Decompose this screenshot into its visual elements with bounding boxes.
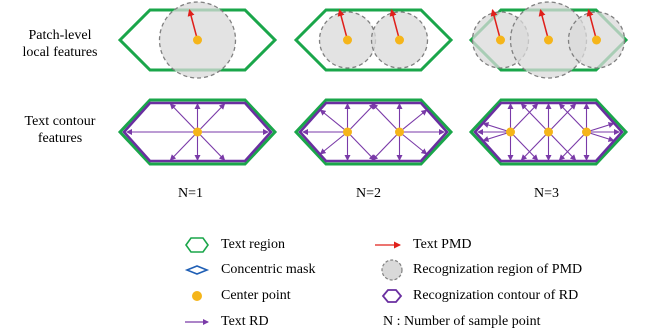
pmd-arrow <box>337 9 349 41</box>
rd-recognition-contour <box>298 101 449 163</box>
center-point <box>193 127 202 137</box>
row-label-patch: Patch-level local features <box>0 27 120 61</box>
rd-arrow <box>510 103 539 133</box>
legend-label-text-rd: Text RD <box>221 314 269 329</box>
legend-label-text-pmd: Text PMD <box>413 237 472 252</box>
text-region-icon <box>185 237 209 253</box>
legend-label-pmd-region: Recognization region of PMD <box>413 262 583 277</box>
rd-arrow <box>371 103 400 133</box>
row-label-contour-line2: features <box>37 131 83 146</box>
concentric-mask-icon <box>184 265 210 275</box>
rd-arrow <box>197 131 226 161</box>
panel-3 <box>468 1 629 166</box>
rd-arrow <box>169 103 198 133</box>
legend-label-concentric-mask: Concentric mask <box>221 262 316 277</box>
column-label-n2: N=2 <box>356 186 382 201</box>
rd-arrow <box>558 131 587 161</box>
row-label-contour-line1: Text contour <box>24 114 96 129</box>
panel-1 <box>117 1 278 166</box>
rd-arrow <box>347 131 376 161</box>
center-point <box>544 127 553 137</box>
row-label-contour: Text contour features <box>0 113 120 147</box>
center-point <box>506 127 515 137</box>
rd-arrow <box>586 131 615 142</box>
rd-contour-icon <box>381 289 403 303</box>
rd-arrow <box>347 103 376 133</box>
rd-arrow <box>399 131 428 155</box>
column-label-n1: N=1 <box>178 186 204 201</box>
pmd-region-icon <box>381 259 403 281</box>
text-region-hexagon <box>293 8 454 72</box>
center-point <box>395 35 404 45</box>
text-region-hexagon <box>468 8 629 72</box>
panel-2 <box>293 8 454 166</box>
diagram-panels <box>117 1 629 166</box>
pmd-arrow <box>538 9 550 41</box>
center-point <box>582 127 591 137</box>
legend-label-text-region: Text region <box>221 237 285 252</box>
center-point <box>343 127 352 137</box>
rd-arrow <box>169 131 198 161</box>
center-point <box>496 35 505 45</box>
rd-recognition-contour <box>122 101 273 163</box>
rd-arrow <box>482 131 511 142</box>
legend-label-n-definition: N : Number of sample point <box>383 314 541 329</box>
rd-recognition-contour <box>473 101 624 163</box>
rd-arrow <box>371 131 400 161</box>
rd-arrow <box>520 131 549 161</box>
center-point <box>544 35 553 45</box>
pmd-arrow <box>586 9 598 41</box>
rd-arrow <box>520 103 549 133</box>
legend-label-rd-contour: Recognization contour of RD <box>413 288 579 303</box>
center-point-icon <box>192 291 202 301</box>
row-label-patch-line1: Patch-level <box>28 28 92 43</box>
text-region-hexagon <box>117 8 278 72</box>
legend-label-center-point: Center point <box>221 288 291 303</box>
center-point <box>592 35 601 45</box>
pmd-arrow <box>389 9 401 41</box>
text-region-hexagon <box>468 98 629 166</box>
center-point <box>343 35 352 45</box>
rd-arrow <box>197 103 226 133</box>
rd-arrow <box>558 103 587 133</box>
pmd-arrow <box>490 9 502 41</box>
column-label-n3: N=3 <box>534 186 560 201</box>
rd-arrow <box>586 122 615 133</box>
pmd-arrow <box>187 9 199 41</box>
legend-icons <box>184 237 403 325</box>
text-region-hexagon <box>293 98 454 166</box>
rd-arrow <box>548 131 577 161</box>
rd-arrow <box>319 131 348 155</box>
rd-arrow <box>319 109 348 133</box>
rd-arrow <box>399 109 428 133</box>
rd-arrow <box>548 103 577 133</box>
rd-arrow <box>482 122 511 133</box>
text-region-hexagon <box>117 98 278 166</box>
rd-arrow <box>510 131 539 161</box>
center-point <box>395 127 404 137</box>
row-label-patch-line2: local features <box>22 45 98 60</box>
center-point <box>193 35 202 45</box>
